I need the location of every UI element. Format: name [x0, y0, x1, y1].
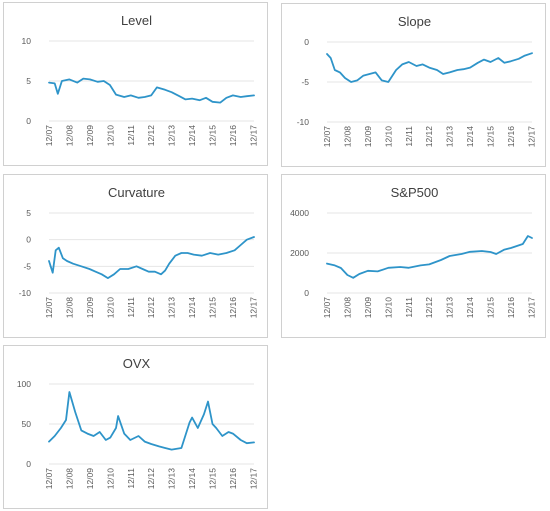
x-tick-label: 12/16: [228, 125, 238, 147]
chart-panel-slope: Slope 0 -5 -10 12/07 12/08 12/09 12/10 12/11 12/1…: [281, 3, 546, 167]
chart-svg: Curvature 5 0 -5 -10 12/07 12/08 12/09 12/10 12/1…: [19, 185, 259, 319]
x-tick-label: 12/14: [465, 126, 475, 148]
x-tick-label: 12/11: [126, 468, 136, 489]
x-tick-label: 12/15: [208, 125, 218, 147]
y-tick-label: -10: [19, 288, 32, 298]
chart-title: Slope: [398, 14, 431, 29]
x-tick-label: 12/11: [126, 125, 136, 146]
series-line: [326, 52, 533, 83]
x-tick-label: 12/17: [248, 297, 258, 319]
x-tick-label: 12/13: [167, 125, 177, 147]
chart-title: Level: [121, 13, 152, 28]
series-line: [48, 77, 255, 104]
x-tick-label: 12/07: [44, 297, 54, 319]
x-tick-label: 12/08: [342, 126, 352, 148]
x-tick-label: 12/17: [526, 297, 536, 319]
y-tick-label: 10: [22, 36, 32, 46]
chart-svg: S&P500 4000 2000 0 12/07 12/08 12/09 12/10 12/11…: [290, 185, 536, 319]
x-tick-label: 12/07: [322, 297, 332, 319]
x-tick-label: 12/12: [146, 125, 156, 147]
y-tick-label: 0: [304, 288, 309, 298]
x-tick-label: 12/13: [167, 468, 177, 490]
chart-panel-level: Level 10 5 0 12/07 12/08 12/09 12/10 12/11 12/12 1…: [3, 2, 268, 166]
chart-panel-sp500: S&P500 4000 2000 0 12/07 12/08 12/09 12/10 12/11…: [281, 174, 546, 338]
y-tick-label: 50: [22, 419, 32, 429]
y-tick-label: -5: [301, 77, 309, 87]
x-tick-label: 12/15: [208, 468, 218, 490]
x-tick-label: 12/13: [445, 297, 455, 319]
x-tick-label: 12/09: [85, 297, 95, 319]
x-tick-label: 12/10: [383, 297, 393, 319]
x-tick-label: 12/07: [44, 125, 54, 147]
x-tick-label: 12/10: [105, 468, 115, 490]
x-tick-label: 12/15: [486, 297, 496, 319]
y-tick-label: 2000: [290, 248, 309, 258]
chart-svg: OVX 100 50 0 12/07 12/08 12/09 12/10 12/11 12/12 1…: [17, 356, 259, 490]
chart-title: S&P500: [391, 185, 439, 200]
x-tick-label: 12/13: [167, 297, 177, 319]
x-tick-label: 12/16: [228, 468, 238, 490]
y-tick-label: 4000: [290, 208, 309, 218]
chart-title: Curvature: [108, 185, 165, 200]
x-tick-label: 12/14: [187, 468, 197, 490]
series-line: [326, 235, 533, 279]
x-tick-label: 12/07: [322, 126, 332, 148]
x-tick-label: 12/10: [383, 126, 393, 148]
x-tick-label: 12/12: [424, 297, 434, 319]
x-tick-label: 12/14: [187, 125, 197, 147]
y-tick-label: 0: [26, 235, 31, 245]
x-tick-label: 12/12: [146, 297, 156, 319]
x-tick-label: 12/07: [44, 468, 54, 490]
x-tick-label: 12/17: [248, 468, 258, 490]
chart-svg: Slope 0 -5 -10 12/07 12/08 12/09 12/10 12/11 12/1…: [297, 14, 537, 148]
x-tick-label: 12/16: [228, 297, 238, 319]
x-tick-label: 12/10: [105, 297, 115, 319]
x-tick-label: 12/08: [64, 125, 74, 147]
chart-svg: Level 10 5 0 12/07 12/08 12/09 12/10 12/11 12/12 1…: [22, 13, 259, 147]
chart-title: OVX: [123, 356, 151, 371]
y-tick-label: 100: [17, 379, 31, 389]
x-tick-label: 12/09: [85, 468, 95, 490]
x-tick-label: 12/14: [187, 297, 197, 319]
x-tick-label: 12/14: [465, 297, 475, 319]
x-tick-label: 12/17: [526, 126, 536, 148]
x-tick-label: 12/15: [208, 297, 218, 319]
x-tick-label: 12/08: [64, 297, 74, 319]
x-tick-label: 12/16: [506, 297, 516, 319]
x-tick-label: 12/11: [126, 297, 136, 318]
x-tick-label: 12/15: [486, 126, 496, 148]
x-tick-label: 12/13: [445, 126, 455, 148]
x-tick-label: 12/09: [363, 297, 373, 319]
x-tick-label: 12/17: [248, 125, 258, 147]
y-tick-label: 0: [26, 116, 31, 126]
y-tick-label: 0: [26, 459, 31, 469]
y-tick-label: 0: [304, 37, 309, 47]
x-tick-label: 12/08: [64, 468, 74, 490]
y-tick-label: 5: [26, 76, 31, 86]
y-tick-label: -5: [23, 261, 31, 271]
chart-panel-ovx: OVX 100 50 0 12/07 12/08 12/09 12/10 12/11 12/12 1…: [3, 345, 268, 509]
x-tick-label: 12/09: [363, 126, 373, 148]
x-tick-label: 12/12: [424, 126, 434, 148]
x-tick-label: 12/11: [404, 297, 414, 318]
x-tick-label: 12/16: [506, 126, 516, 148]
x-tick-label: 12/12: [146, 468, 156, 490]
x-tick-label: 12/11: [404, 126, 414, 147]
series-line: [48, 236, 255, 279]
y-tick-label: -10: [297, 117, 310, 127]
x-tick-label: 12/08: [342, 297, 352, 319]
chart-panel-curvature: Curvature 5 0 -5 -10 12/07 12/08 12/09 12/10 12/1…: [3, 174, 268, 338]
series-line: [48, 391, 255, 451]
y-tick-label: 5: [26, 208, 31, 218]
x-tick-label: 12/10: [105, 125, 115, 147]
x-tick-label: 12/09: [85, 125, 95, 147]
